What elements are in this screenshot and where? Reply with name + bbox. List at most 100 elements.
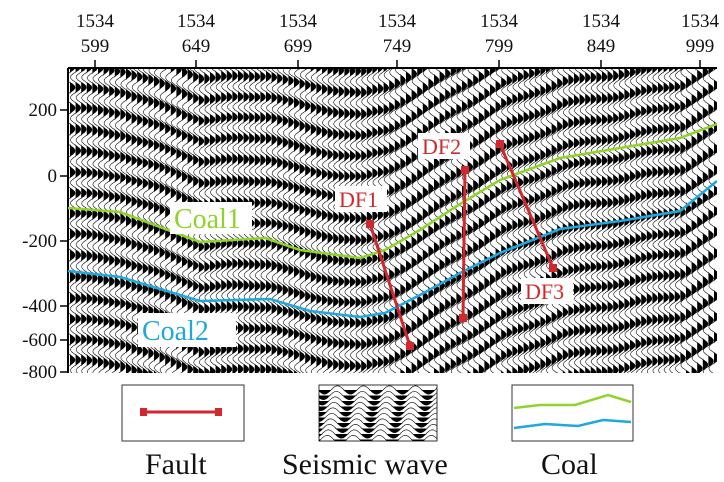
legend-seismic-fill [319, 428, 437, 433]
seismic-trace [450, 68, 462, 373]
seismic-trace-fill [378, 68, 384, 373]
seismic-trace [641, 68, 653, 373]
seismic-trace-fill [120, 68, 126, 373]
seismic-trace-fill [355, 68, 361, 373]
seismic-trace-fill [669, 68, 675, 373]
seismic-trace-fill [310, 68, 316, 373]
seismic-trace [417, 68, 429, 373]
seismic-trace [697, 68, 709, 373]
seismic-trace [557, 68, 569, 373]
seismic-trace-fill [495, 68, 501, 373]
legend-fault-endpoint [140, 408, 147, 416]
top-axis-line-number: 1534 [480, 11, 519, 32]
seismic-trace [338, 68, 350, 373]
top-axis-line-number: 1534 [582, 11, 621, 32]
seismic-trace [294, 68, 306, 373]
seismic-trace [327, 68, 339, 373]
left-axis-tick-label: 200 [29, 100, 58, 121]
seismic-trace [518, 68, 530, 373]
seismic-trace [439, 68, 451, 373]
seismic-trace [282, 68, 294, 373]
seismic-trace [618, 68, 630, 373]
seismic-trace-fill [75, 68, 81, 373]
seismic-trace [333, 68, 345, 373]
seismic-trace [702, 68, 714, 373]
seismic-trace [266, 68, 278, 373]
seismic-trace [372, 68, 384, 373]
seismic-trace-fill [518, 68, 524, 373]
seismic-trace [512, 68, 524, 373]
seismic-trace-fill [148, 68, 154, 373]
legend-seismic: Seismic wave [282, 384, 448, 481]
seismic-trace [646, 68, 658, 373]
seismic-trace [378, 68, 390, 373]
seismic-trace [574, 68, 586, 373]
legend-seismic-fill [319, 423, 437, 428]
df2-label-bg [418, 133, 470, 159]
seismic-trace [680, 68, 692, 373]
seismic-trace-fill [142, 68, 148, 373]
seismic-trace-fill [159, 68, 165, 373]
seismic-trace [288, 68, 300, 373]
seismic-trace-fill [70, 68, 76, 373]
legend-seismic-fill [319, 395, 437, 400]
seismic-trace-fill [361, 68, 367, 373]
legend-seismic-swatch [319, 385, 437, 441]
seismic-trace [68, 68, 76, 367]
fault-lines [366, 140, 557, 350]
top-axis-line-number: 1534 [279, 11, 318, 32]
seismic-trace [98, 68, 110, 373]
seismic-trace-fill [663, 68, 669, 373]
seismic-trace-fill [383, 68, 389, 373]
seismic-trace-fill [154, 68, 160, 373]
seismic-trace [624, 68, 636, 373]
fault-label-df1: DF1 [339, 187, 378, 212]
seismic-trace-fill [534, 68, 540, 373]
legend-coal: Coal [511, 384, 634, 481]
seismic-trace-fill [198, 68, 204, 373]
seismic-trace-fill [316, 68, 322, 373]
seismic-trace [350, 68, 362, 373]
seismic-trace-fill [344, 68, 350, 373]
legend-seismic-trace [319, 402, 437, 412]
top-axis-trace-number: 749 [383, 36, 412, 57]
fault-endpoint [406, 342, 414, 350]
legend-seismic-fill [319, 401, 437, 406]
seismic-trace-fill [114, 68, 120, 373]
seismic-trace-fill [338, 68, 344, 373]
seismic-trace [271, 68, 283, 373]
legend-fault-caption: Fault [145, 448, 207, 481]
top-axis-line-number: 1534 [681, 11, 720, 32]
seismic-trace [568, 68, 580, 373]
fault-line [498, 143, 555, 269]
seismic-trace-fill [422, 68, 428, 373]
seismic-trace [669, 68, 681, 373]
seismic-trace-fill [658, 68, 664, 373]
legend: Fault Seismic wave Coal [121, 384, 634, 481]
top-axis-trace-number: 649 [182, 36, 211, 57]
seismic-trace [551, 68, 563, 373]
legend-coal-caption: Coal [541, 448, 598, 481]
seismic-trace-fill [691, 68, 697, 373]
top-axis-line-number: 1534 [378, 11, 417, 32]
seismic-trace [310, 68, 322, 373]
seismic-trace-fill [546, 68, 552, 373]
seismic-trace [109, 68, 121, 373]
seismic-trace-fill [137, 68, 143, 373]
top-axis-trace-number: 849 [587, 36, 616, 57]
seismic-trace-fill [400, 68, 406, 373]
seismic-trace [562, 68, 574, 373]
seismic-trace-fill [590, 68, 596, 373]
top-axis-line-number: 1534 [177, 11, 216, 32]
seismic-trace [389, 68, 401, 373]
seismic-trace-fill [523, 68, 529, 373]
seismic-trace [422, 68, 434, 373]
fault-line [461, 169, 467, 319]
seismic-trace [596, 68, 608, 373]
seismic-trace [299, 68, 311, 373]
seismic-trace-fill [260, 68, 266, 373]
seismic-trace [691, 68, 703, 373]
seismic-trace-fill [585, 68, 591, 373]
seismic-trace [322, 68, 334, 373]
